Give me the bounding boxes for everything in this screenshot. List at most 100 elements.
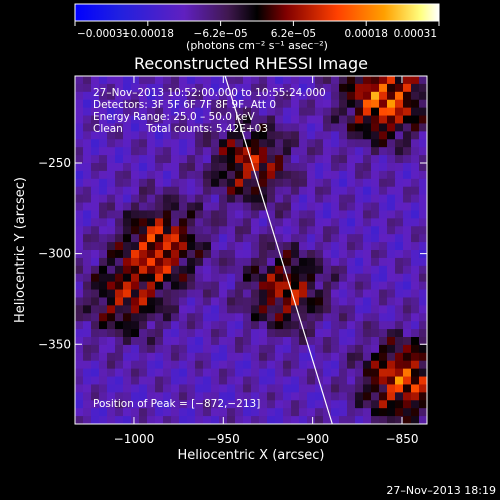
heatmap-cell	[339, 360, 348, 370]
heatmap-cell	[307, 107, 316, 117]
heatmap-cell	[363, 218, 372, 227]
heatmap-cell	[267, 131, 276, 140]
heatmap-cell	[163, 289, 172, 299]
heatmap-cell	[203, 360, 212, 370]
heatmap-cell	[411, 257, 420, 267]
heatmap-cell	[91, 416, 100, 424]
heatmap-cell	[419, 344, 427, 354]
heatmap-cell	[275, 313, 284, 322]
heatmap-cell	[251, 281, 260, 291]
heatmap-cell	[163, 115, 172, 125]
heatmap-cell	[147, 376, 156, 386]
heatmap-cell	[219, 202, 228, 212]
heatmap-cell	[355, 210, 364, 219]
heatmap-cell	[139, 115, 148, 125]
heatmap-cell	[395, 321, 404, 330]
heatmap-cell	[147, 329, 156, 338]
heatmap-cell	[307, 163, 316, 172]
heatmap-cell	[75, 408, 84, 417]
heatmap-cell	[251, 376, 260, 386]
heatmap-cell	[347, 163, 356, 172]
heatmap-cell	[219, 123, 228, 132]
heatmap-cell	[115, 313, 124, 322]
heatmap-cell	[83, 170, 92, 180]
heatmap-cell	[403, 186, 412, 196]
heatmap-cell	[195, 265, 204, 275]
heatmap-cell	[115, 321, 124, 330]
heatmap-cell	[131, 83, 140, 93]
heatmap-cell	[187, 91, 196, 101]
heatmap-cell	[243, 416, 252, 424]
heatmap-cell	[219, 368, 228, 378]
heatmap-cell	[83, 202, 92, 212]
heatmap-cell	[379, 234, 388, 243]
heatmap-cell	[243, 344, 252, 354]
heatmap-cell	[115, 392, 124, 401]
heatmap-cell	[379, 210, 388, 219]
heatmap-cell	[411, 242, 420, 251]
heatmap-cell	[363, 384, 372, 393]
heatmap-cell	[115, 147, 124, 156]
heatmap-cell	[355, 83, 364, 93]
heatmap-cell	[203, 250, 212, 259]
heatmap-cell	[123, 155, 132, 164]
heatmap-cell	[171, 329, 180, 338]
heatmap-cell	[99, 234, 108, 243]
heatmap-cell	[115, 305, 124, 314]
heatmap-cell	[283, 257, 292, 267]
heatmap-cell	[363, 257, 372, 267]
heatmap-cell	[91, 321, 100, 330]
heatmap-cell	[99, 337, 108, 346]
heatmap-cell	[91, 147, 100, 156]
heatmap-cell	[187, 337, 196, 346]
heatmap-cell	[395, 408, 404, 417]
heatmap-cell	[123, 194, 132, 204]
heatmap-cell	[235, 329, 244, 338]
heatmap-cell	[243, 242, 252, 251]
heatmap-cell	[339, 368, 348, 378]
heatmap-cell	[91, 400, 100, 409]
heatmap-cell	[403, 265, 412, 275]
heatmap-cell	[187, 170, 196, 180]
heatmap-cell	[147, 281, 156, 291]
heatmap-cell	[171, 313, 180, 322]
heatmap-cell	[291, 337, 300, 346]
heatmap-cell	[139, 170, 148, 180]
heatmap-cell	[299, 147, 308, 156]
heatmap-cell	[203, 131, 212, 140]
heatmap-cell	[179, 115, 188, 125]
heatmap-cell	[419, 273, 427, 283]
heatmap-cell	[179, 360, 188, 370]
heatmap-cell	[211, 170, 220, 180]
heatmap-cell	[323, 360, 332, 370]
heatmap-cell	[219, 400, 228, 409]
heatmap-cell	[323, 384, 332, 393]
heatmap-cell	[307, 297, 316, 306]
heatmap-cell	[419, 170, 427, 180]
heatmap-cell	[291, 123, 300, 132]
heatmap-cell	[179, 257, 188, 267]
heatmap-cell	[307, 186, 316, 196]
heatmap-cell	[299, 76, 308, 85]
heatmap-cell	[259, 352, 268, 362]
heatmap-cell	[107, 392, 116, 401]
heatmap-cell	[259, 218, 268, 227]
heatmap-cell	[419, 99, 427, 109]
heatmap-cell	[187, 155, 196, 164]
heatmap-cell	[355, 281, 364, 291]
heatmap-cell	[355, 147, 364, 156]
heatmap-cell	[163, 344, 172, 354]
heatmap-cell	[331, 242, 340, 251]
heatmap-cell	[259, 400, 268, 409]
heatmap-cell	[267, 344, 276, 354]
heatmap-cell	[243, 234, 252, 243]
heatmap-cell	[379, 392, 388, 401]
heatmap-cell	[379, 170, 388, 180]
heatmap-cell	[171, 250, 180, 259]
heatmap-cell	[227, 321, 236, 330]
heatmap-cell	[155, 147, 164, 156]
heatmap-cell	[379, 115, 388, 125]
heatmap-cell	[283, 163, 292, 172]
heatmap-cell	[339, 76, 348, 85]
heatmap-cell	[339, 305, 348, 314]
